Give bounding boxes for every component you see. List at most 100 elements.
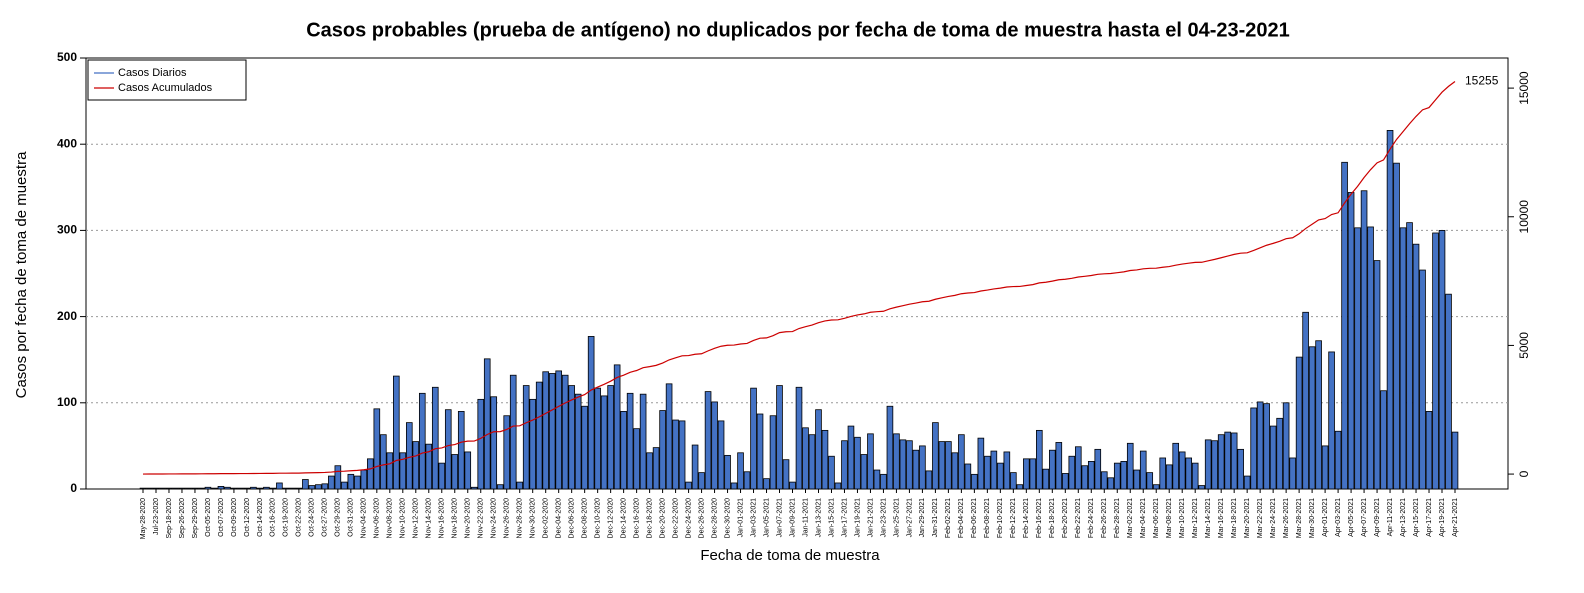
bar [1120, 461, 1128, 490]
x-tick-label: Dec-10-2020 [594, 498, 601, 539]
bar [1367, 226, 1374, 490]
y-tick-label: 400 [57, 136, 77, 150]
legend-box [87, 59, 247, 101]
x-tick-label: Nov-30-2020 [530, 498, 537, 539]
bar [535, 381, 543, 490]
bar [691, 444, 699, 490]
x-tick-label: Apr-13-2021 [1400, 498, 1407, 537]
x-tick-label: Dec-06-2020 [569, 498, 576, 539]
x-tick-label: Mar-02-2021 [1127, 498, 1134, 538]
x-tick-label: Dec-22-2020 [672, 498, 679, 539]
bar [893, 433, 900, 490]
bar [659, 410, 666, 490]
bar [393, 375, 400, 490]
bar [1256, 401, 1264, 490]
x-tick-label: Jan-03-2021 [750, 498, 757, 537]
x-tick-label: Apr-17-2021 [1426, 498, 1433, 537]
bar [620, 411, 627, 490]
bar [1126, 442, 1134, 490]
x-tick-label: Feb-22-2021 [1075, 498, 1082, 538]
bar [1204, 439, 1212, 490]
bar [899, 439, 907, 490]
bar [367, 458, 374, 490]
bar [1087, 461, 1095, 490]
bar [198, 487, 205, 490]
bar [165, 487, 173, 490]
bar [477, 398, 485, 490]
bar [808, 434, 816, 490]
bar [1373, 260, 1381, 490]
bar [841, 440, 848, 490]
x-tick-label: Dec-02-2020 [543, 498, 550, 539]
bar [412, 441, 420, 490]
bar [672, 419, 679, 490]
y-tick-label: 300 [57, 223, 77, 237]
bar [860, 454, 868, 490]
bar [1302, 311, 1309, 490]
x-tick-label: Jan-31-2021 [932, 498, 939, 537]
bar [1042, 468, 1050, 490]
x-tick-label: Mar-18-2021 [1231, 498, 1238, 538]
bar [854, 436, 861, 490]
legend-label: Casos Acumulados [118, 82, 213, 94]
bar [802, 427, 809, 490]
bar [1237, 448, 1244, 490]
bar [490, 396, 498, 490]
bar [1328, 351, 1335, 490]
x-tick-label: Jan-27-2021 [906, 498, 913, 537]
x-tick-label: Feb-12-2021 [1010, 498, 1017, 538]
bar [1380, 390, 1387, 490]
bar [984, 455, 991, 490]
x-tick-label: Apr-21-2021 [1452, 498, 1459, 537]
x-tick-label: Nov-06-2020 [374, 498, 381, 539]
x-tick-label: Oct-12-2020 [244, 498, 251, 537]
bar [380, 434, 387, 490]
bar [951, 452, 959, 490]
bar [977, 437, 985, 490]
bar [321, 483, 329, 490]
bar [1191, 462, 1199, 490]
bar [1386, 130, 1394, 490]
x-tick-label: Nov-04-2020 [361, 498, 368, 539]
bar [626, 392, 634, 490]
x-tick-label: Feb-04-2021 [958, 498, 965, 538]
bar [633, 428, 640, 490]
bar [1165, 464, 1173, 490]
x-tick-label: Jan-21-2021 [867, 498, 874, 537]
bar [191, 487, 199, 490]
legend-label: Casos Diarios [118, 67, 187, 79]
bar [1451, 431, 1459, 490]
bar [1282, 402, 1290, 490]
bar [1029, 458, 1037, 490]
x-tick-label: Dec-28-2020 [711, 498, 718, 539]
x-tick-label: Mar-20-2021 [1244, 498, 1251, 538]
bar [1113, 462, 1121, 490]
y-tick-label: 100 [57, 395, 77, 409]
bar [743, 471, 751, 490]
bar [1074, 446, 1082, 490]
y2-tick-label: 15000 [1517, 71, 1531, 105]
bar [1152, 484, 1160, 490]
bar [159, 487, 166, 490]
y-tick-label: 500 [57, 50, 77, 64]
bar [1419, 269, 1426, 490]
x-tick-label: Mar-28-2021 [1296, 498, 1303, 538]
bar [470, 486, 478, 490]
bar [139, 487, 147, 490]
x-tick-label: Jan-23-2021 [880, 498, 887, 537]
x-tick-label: Mar-16-2021 [1218, 498, 1225, 538]
bar [1023, 458, 1030, 490]
y2-tick-label: 5000 [1517, 332, 1531, 359]
bar [152, 487, 160, 490]
bar [1354, 227, 1361, 490]
x-tick-label: Feb-08-2021 [984, 498, 991, 538]
bar [1341, 161, 1348, 490]
x-tick-label: Jan-19-2021 [854, 498, 861, 537]
bar [574, 393, 582, 490]
bar [230, 487, 238, 490]
chart-title: Casos probables (prueba de antígeno) no … [306, 19, 1290, 41]
bar [919, 445, 926, 490]
bar [1211, 440, 1218, 490]
bar [678, 420, 686, 490]
